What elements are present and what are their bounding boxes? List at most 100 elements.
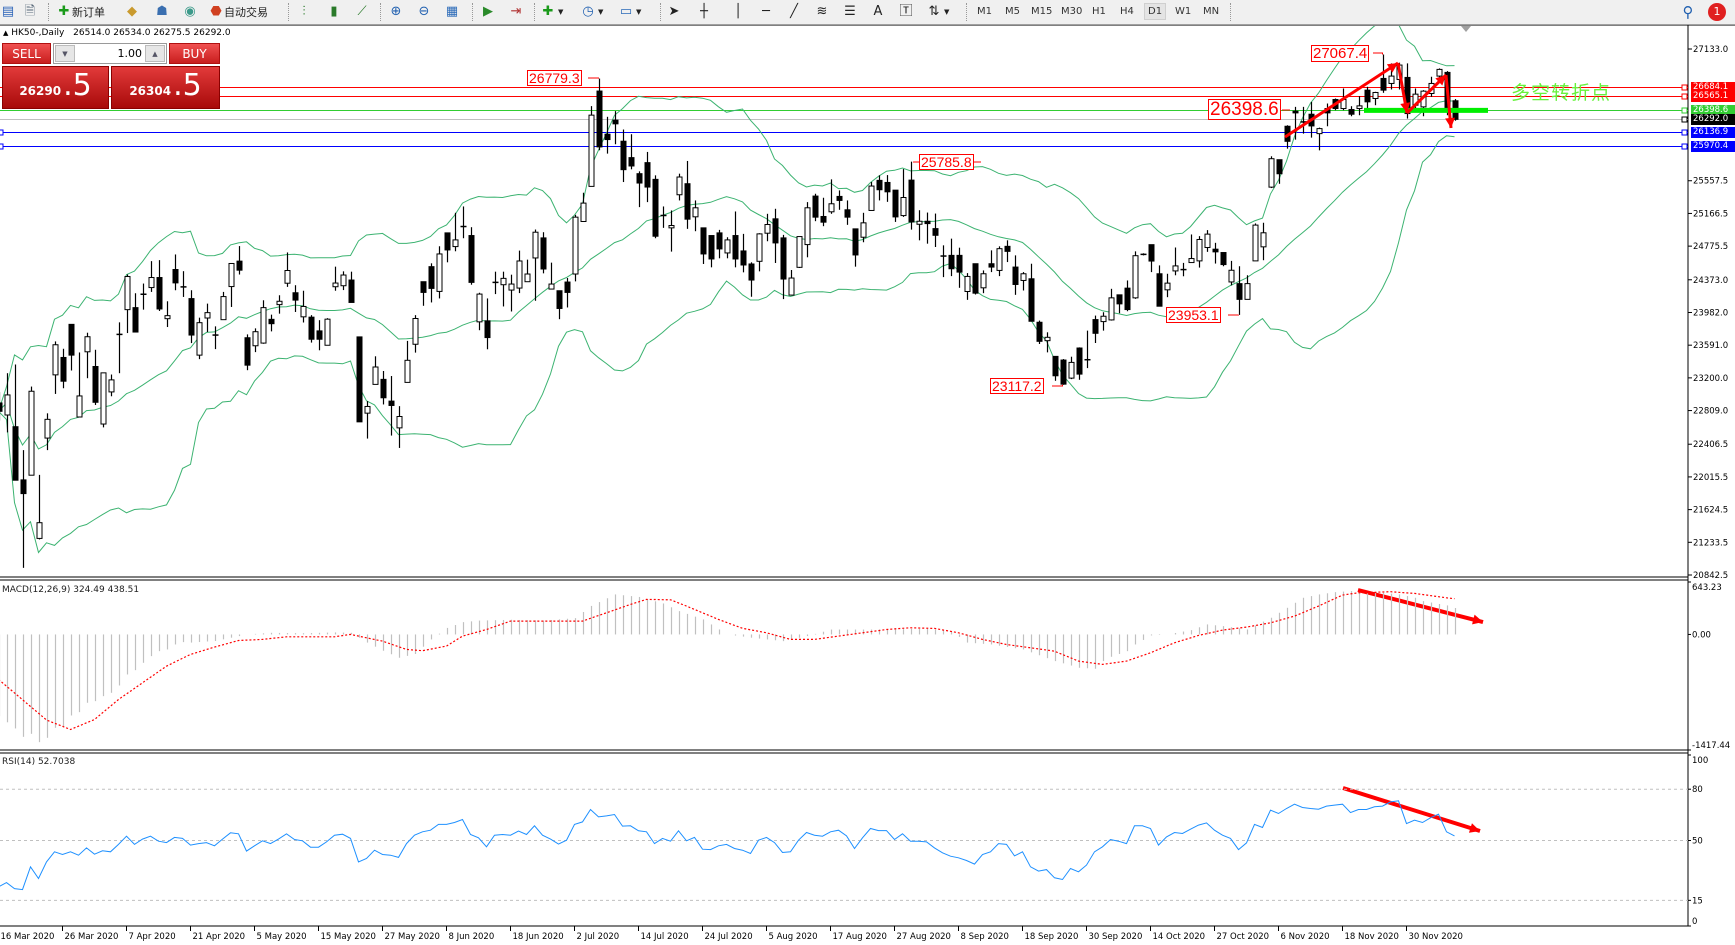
annotation-high-jul[interactable]: 26779.3 (527, 70, 582, 86)
tile-windows-icon[interactable]: ▦ (445, 4, 459, 19)
candle-body (444, 232, 451, 251)
candle-body (628, 157, 635, 167)
candle-body (156, 277, 163, 310)
trendline-icon[interactable]: ╱ (790, 4, 798, 19)
annotation-high-nov[interactable]: 27067.4 (1311, 45, 1370, 62)
date-tick-label: 6 Nov 2020 (1281, 932, 1330, 942)
timeframe-m5[interactable]: M5 (1005, 6, 1020, 17)
auto-trading-button[interactable]: ⬣ 自动交易 (208, 3, 268, 21)
candle-body (1204, 233, 1211, 249)
trend-arrow-up-2-head (1435, 75, 1446, 86)
timeframe-d1[interactable]: D1 (1144, 3, 1167, 20)
candle-body (1380, 77, 1387, 91)
lot-value[interactable]: 1.00 (117, 47, 143, 60)
candle-body (44, 418, 51, 439)
date-tick-label: 14 Oct 2020 (1153, 932, 1206, 942)
templates-icon[interactable]: ▭ ▼ (619, 4, 642, 19)
timeframe-m1[interactable]: M1 (977, 6, 992, 17)
candle-body (0, 402, 3, 412)
timeframe-m30[interactable]: M30 (1061, 6, 1083, 17)
candle-body (828, 203, 835, 213)
profiles-icon[interactable]: 🗎 (24, 4, 36, 19)
candle-body (1068, 361, 1075, 379)
candlestick-icon[interactable]: ▮ (330, 4, 338, 19)
annotation-high-aug[interactable]: 25785.8 (919, 154, 974, 170)
bar-chart-icon[interactable]: ⫶ (302, 4, 306, 19)
date-tick-label: 8 Jun 2020 (449, 932, 495, 942)
candle-body (364, 405, 371, 414)
candle-body (556, 290, 563, 309)
macd-tick-label: -1417.44 (1692, 741, 1730, 751)
candle-body (1244, 283, 1251, 300)
rsi-divergence-arrow (1342, 786, 1481, 833)
timeframe-mn[interactable]: MN (1203, 6, 1220, 17)
candle-body (148, 277, 155, 289)
vertical-line-icon[interactable]: │ (734, 4, 742, 19)
text-icon[interactable]: A (870, 3, 886, 21)
price-tick-label: 23591.0 (1693, 341, 1728, 351)
new-order-button[interactable]: ✚ 新订单 (56, 3, 105, 21)
annotation-low-sep[interactable]: 23117.2 (990, 378, 1044, 394)
candle-body (484, 320, 491, 339)
buy-button[interactable]: BUY (169, 43, 220, 64)
zoom-in-icon[interactable]: ⊕ (390, 4, 402, 19)
text-label-icon[interactable]: 🅃 (899, 4, 913, 19)
candle-body (948, 254, 955, 270)
annotation-low-oct[interactable]: 23953.1 (1166, 307, 1221, 323)
sell-price[interactable]: 26290 .5 (2, 66, 109, 109)
lot-increase-button[interactable]: ▲ (145, 45, 165, 62)
candle-body (852, 228, 859, 256)
periods-icon[interactable]: ◷ ▼ (582, 4, 604, 19)
candle-body (580, 202, 587, 223)
chart-shift-icon[interactable]: ⇥ (510, 4, 522, 19)
timeframe-h1[interactable]: H1 (1092, 6, 1106, 17)
candle-body (540, 237, 547, 270)
price-tick-label: 27133.0 (1693, 45, 1728, 55)
candle-body (748, 263, 755, 281)
timeframe-h4[interactable]: H4 (1120, 6, 1134, 17)
candle-body (1220, 252, 1227, 266)
search-icon[interactable]: ⚲ (1682, 3, 1694, 21)
lot-decrease-button[interactable]: ▼ (55, 45, 75, 62)
candle-body (372, 366, 379, 385)
candle-body (1092, 319, 1099, 334)
indicators-icon[interactable]: ✚ ▼ (542, 4, 564, 19)
horizontal-line-icon[interactable]: ─ (762, 4, 770, 19)
arrows-icon[interactable]: ⇅ ▼ (928, 4, 950, 19)
fibonacci-icon[interactable]: ≋ (816, 4, 828, 19)
lot-size-input[interactable]: ▼ 1.00 ▲ (53, 43, 167, 64)
candle-body (76, 395, 83, 418)
bollinger-upper (0, 26, 1455, 409)
new-order-icon: ✚ (58, 4, 70, 19)
pivot-text[interactable]: 多空转折点 (1511, 82, 1612, 104)
signals-icon[interactable]: ◉ (184, 4, 196, 19)
channel-icon[interactable]: ☰ (844, 4, 856, 19)
bollinger-middle (0, 100, 1455, 450)
candle-body (716, 232, 723, 250)
timeframe-m15[interactable]: M15 (1031, 6, 1053, 17)
rsi-tick-label: 50 (1692, 837, 1703, 847)
buy-price[interactable]: 26304 .5 (111, 66, 220, 109)
rsi-line (0, 800, 1455, 891)
timeframe-w1[interactable]: W1 (1175, 6, 1192, 17)
candle-body (516, 260, 523, 289)
notification-button[interactable]: 1 (1708, 3, 1726, 21)
zoom-out-icon[interactable]: ⊖ (418, 4, 430, 19)
candle-body (1020, 273, 1027, 281)
candle-body (972, 263, 979, 294)
level-price-label: 26292.0 (1691, 114, 1735, 125)
candle-body (1436, 68, 1443, 77)
date-tick-label: 27 May 2020 (385, 932, 440, 942)
metaeditor-icon[interactable]: ◆ (127, 4, 137, 19)
auto-scroll-icon[interactable]: ▶ (483, 4, 493, 19)
navigator-icon[interactable]: ☗ (156, 4, 168, 19)
collapse-triangle-icon[interactable]: ▲ (3, 29, 9, 37)
sell-button[interactable]: SELL (2, 43, 51, 64)
annotation-pivot[interactable]: 26398.6 (1208, 99, 1281, 120)
macd-divergence-arrow (1357, 588, 1484, 624)
cursor-icon[interactable]: ➤ (668, 4, 680, 19)
crosshair-icon[interactable]: ┼ (700, 4, 708, 19)
new-chart-icon[interactable]: ▤ (1, 4, 15, 19)
line-chart-icon[interactable]: ⟋ (357, 4, 367, 19)
